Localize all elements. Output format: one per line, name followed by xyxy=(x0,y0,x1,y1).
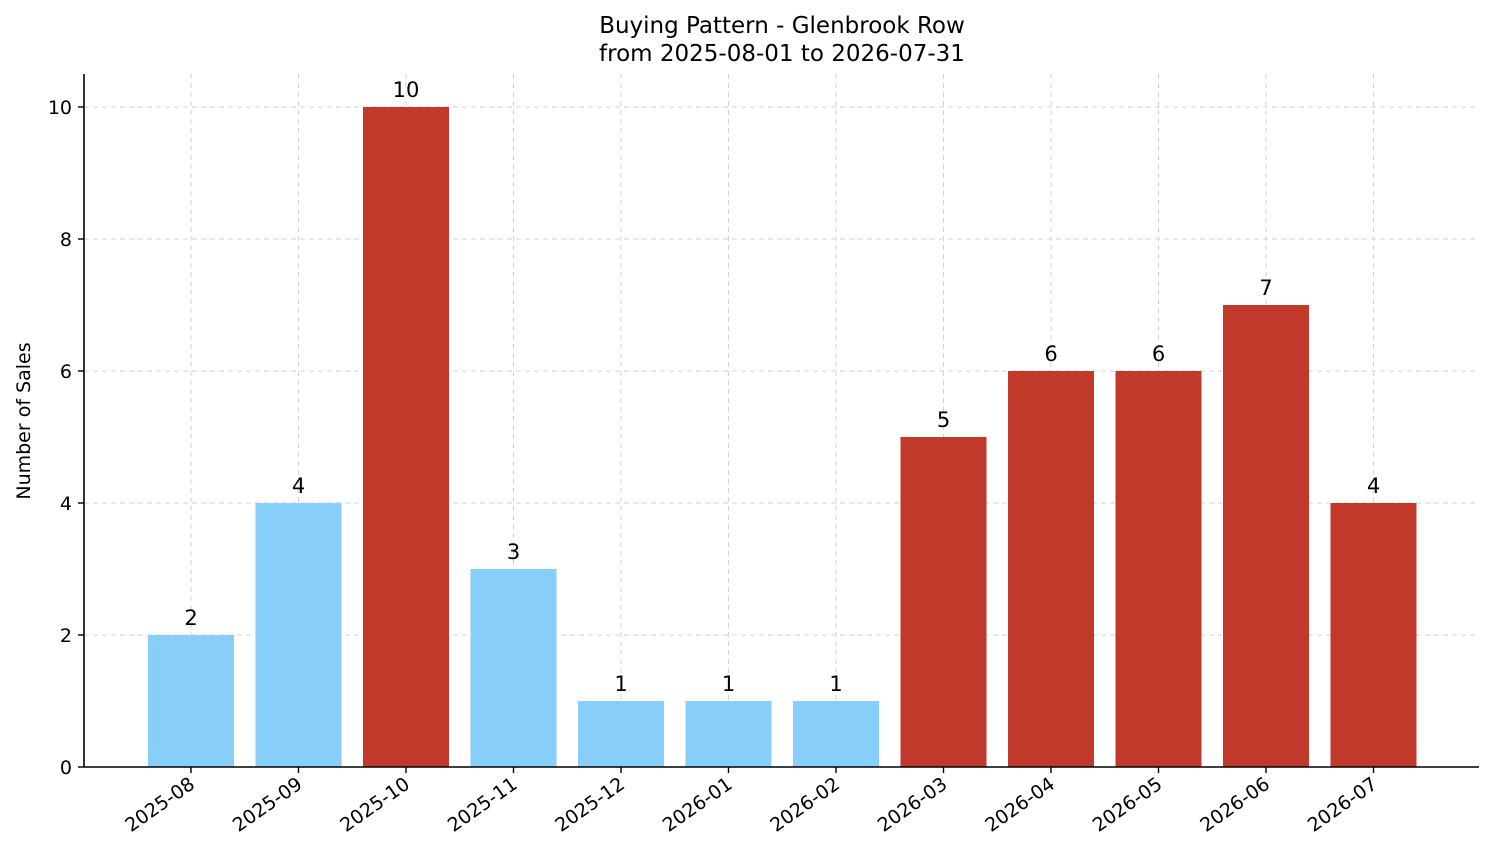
x-tick-label-2026-07: 2026-07 xyxy=(1304,773,1382,837)
y-tick-label: 4 xyxy=(60,493,72,515)
y-axis-label: Number of Sales xyxy=(13,342,35,499)
x-tick-label-2025-11: 2025-11 xyxy=(444,773,522,837)
y-tick-label: 2 xyxy=(60,625,72,647)
data-label-2025-11: 3 xyxy=(507,540,520,564)
y-tick-label: 0 xyxy=(60,757,72,779)
data-labels: 2 4 10 3 1 1 1 5 6 6 7 4 xyxy=(184,78,1380,696)
x-tick-label-2026-01: 2026-01 xyxy=(659,773,737,837)
data-label-2025-08: 2 xyxy=(184,606,197,630)
data-label-2025-10: 10 xyxy=(393,78,420,102)
x-tick-label-2025-10: 2025-10 xyxy=(336,773,414,837)
y-tick-label: 8 xyxy=(60,229,72,251)
data-label-2026-04: 6 xyxy=(1044,342,1057,366)
bars xyxy=(148,107,1417,767)
bar-2025-08 xyxy=(148,635,234,767)
x-tick-label-2026-06: 2026-06 xyxy=(1196,773,1274,837)
x-tick-label-2026-03: 2026-03 xyxy=(874,773,952,837)
data-label-2026-03: 5 xyxy=(937,408,950,432)
bar-2026-01 xyxy=(685,701,772,767)
bar-2026-02 xyxy=(793,701,879,767)
data-label-2026-01: 1 xyxy=(722,672,735,696)
bar-2025-09 xyxy=(255,503,342,767)
chart-title: Buying Pattern - Glenbrook Row xyxy=(599,13,965,39)
bar-2026-04 xyxy=(1008,371,1094,767)
x-tick-label-2025-08: 2025-08 xyxy=(121,773,199,837)
bar-2026-07 xyxy=(1330,503,1417,767)
x-tick-label-2025-12: 2025-12 xyxy=(551,773,629,837)
data-label-2026-07: 4 xyxy=(1367,474,1380,498)
bar-2026-03 xyxy=(900,437,987,767)
data-label-2026-06: 7 xyxy=(1259,276,1272,300)
x-tick-label-2026-04: 2026-04 xyxy=(981,773,1059,837)
y-tick-label: 10 xyxy=(48,97,72,119)
chart-subtitle: from 2025-08-01 to 2026-07-31 xyxy=(599,41,965,67)
x-tick-label-2025-09: 2025-09 xyxy=(229,773,307,837)
x-tick-label-2026-05: 2026-05 xyxy=(1089,773,1167,837)
data-label-2025-12: 1 xyxy=(614,672,627,696)
data-label-2025-09: 4 xyxy=(292,474,305,498)
y-tick-label: 6 xyxy=(60,361,72,383)
bar-2026-06 xyxy=(1223,305,1309,767)
data-label-2026-02: 1 xyxy=(829,672,842,696)
data-label-2026-05: 6 xyxy=(1152,342,1165,366)
bar-2025-10 xyxy=(363,107,449,767)
x-tick-label-2026-02: 2026-02 xyxy=(766,773,844,837)
bar-2026-05 xyxy=(1115,371,1202,767)
bar-2025-11 xyxy=(470,569,557,767)
bar-2025-12 xyxy=(578,701,664,767)
